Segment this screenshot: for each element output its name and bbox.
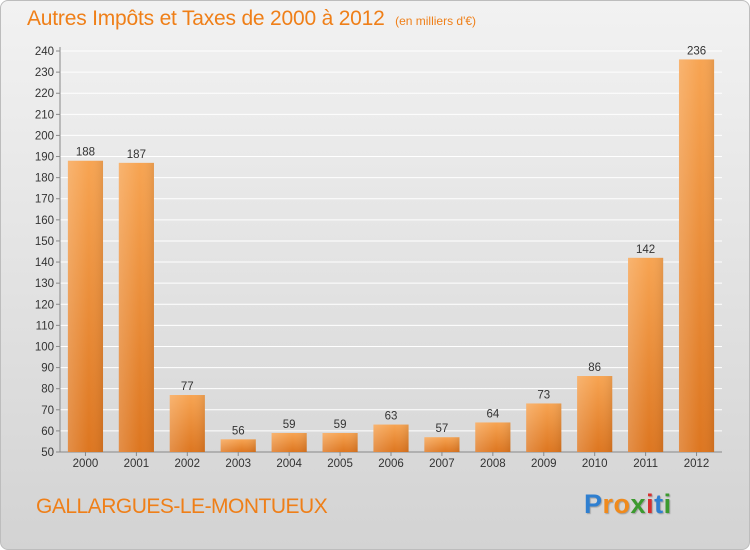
y-tick-label: 240 — [35, 46, 54, 58]
chart-title: Autres Impôts et Taxes de 2000 à 2012 — [27, 7, 385, 30]
data-label: 59 — [334, 419, 347, 431]
chart-subtitle: (en milliers d'€) — [395, 14, 477, 28]
y-tick-label: 160 — [35, 215, 54, 227]
y-tick-label: 90 — [41, 363, 54, 375]
y-tick-label: 230 — [35, 67, 54, 79]
data-label: 236 — [687, 45, 706, 57]
data-label: 77 — [181, 381, 194, 393]
bar-2003[interactable] — [220, 439, 256, 452]
x-tick-label: 2008 — [480, 458, 506, 470]
proxiti-logo[interactable]: Proxiti — [584, 489, 672, 520]
data-label: 59 — [283, 419, 296, 431]
y-tick-label: 80 — [41, 384, 54, 396]
logo-letter: i — [663, 489, 672, 519]
logo-letter: x — [630, 489, 647, 519]
data-label: 64 — [486, 408, 499, 420]
data-label: 63 — [385, 411, 398, 423]
y-tick-label: 220 — [35, 88, 54, 100]
data-label: 188 — [76, 147, 95, 159]
data-label: 73 — [537, 389, 550, 401]
chart-title-row: Autres Impôts et Taxes de 2000 à 2012 (e… — [27, 7, 476, 31]
y-tick-label: 170 — [35, 194, 54, 206]
bar-2000[interactable] — [67, 160, 104, 452]
x-tick-label: 2001 — [124, 458, 150, 470]
y-tick-label: 200 — [35, 130, 54, 142]
x-tick-label: 2011 — [633, 458, 658, 470]
y-tick-label: 150 — [35, 236, 54, 248]
data-label: 56 — [232, 425, 245, 437]
x-tick-label: 2007 — [429, 458, 455, 470]
y-tick-label: 130 — [35, 278, 54, 290]
logo-letter: i — [646, 489, 655, 519]
x-tick-label: 2005 — [327, 458, 353, 470]
logo-letter: r — [602, 489, 614, 519]
y-tick-label: 120 — [35, 299, 54, 311]
bar-2004[interactable] — [271, 433, 307, 452]
y-tick-label: 100 — [35, 341, 54, 353]
x-tick-label: 2000 — [73, 458, 99, 470]
logo-letter: t — [654, 489, 664, 519]
y-tick-label: 180 — [35, 173, 54, 185]
bar-2008[interactable] — [475, 422, 511, 452]
x-tick-label: 2006 — [378, 458, 404, 470]
logo-letter: P — [584, 489, 603, 519]
x-tick-label: 2002 — [175, 458, 201, 470]
bar-2012[interactable] — [678, 59, 715, 452]
bar-2002[interactable] — [169, 395, 205, 452]
commune-name: GALLARGUES-LE-MONTUEUX — [36, 495, 328, 518]
x-tick-label: 2009 — [531, 458, 557, 470]
bar-2011[interactable] — [628, 257, 664, 452]
data-label: 86 — [588, 362, 601, 374]
y-tick-label: 110 — [36, 320, 54, 332]
bar-2007[interactable] — [424, 437, 460, 452]
logo-letter: o — [613, 489, 631, 519]
x-tick-label: 2004 — [276, 458, 302, 470]
bar-2006[interactable] — [373, 424, 409, 452]
bar-2009[interactable] — [526, 403, 562, 452]
x-tick-label: 2003 — [225, 458, 251, 470]
y-tick-label: 60 — [41, 426, 54, 438]
y-tick-label: 140 — [35, 257, 54, 269]
bar-2010[interactable] — [577, 376, 613, 452]
y-tick-label: 210 — [35, 109, 54, 121]
x-tick-label: 2010 — [582, 458, 608, 470]
bar-2001[interactable] — [118, 162, 154, 452]
y-tick-label: 190 — [35, 152, 54, 164]
data-label: 57 — [436, 423, 449, 435]
bar-2005[interactable] — [322, 433, 358, 452]
data-label: 187 — [127, 149, 146, 161]
y-tick-label: 50 — [41, 447, 54, 459]
data-label: 142 — [636, 244, 655, 256]
x-tick-label: 2012 — [684, 458, 710, 470]
y-tick-label: 70 — [41, 405, 54, 417]
